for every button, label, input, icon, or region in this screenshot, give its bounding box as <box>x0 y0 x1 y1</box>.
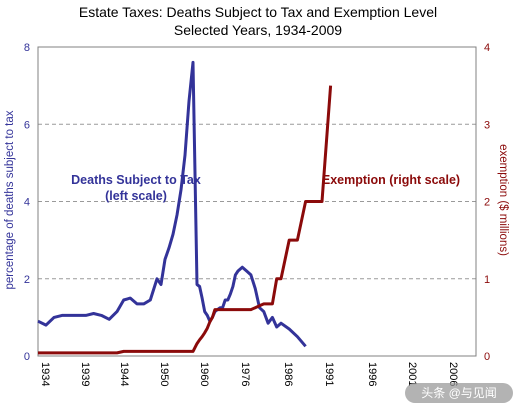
left-axis-ticks: 0 2 4 6 8 <box>24 42 30 363</box>
series-line-deaths <box>37 60 307 348</box>
right-tick-label: 1 <box>484 274 490 286</box>
x-tick-label: 1996 <box>366 362 378 386</box>
x-tick-label: 1991 <box>323 362 335 386</box>
right-tick-label: 0 <box>484 351 490 363</box>
x-tick-label: 1960 <box>198 362 210 386</box>
right-axis-label: exemption ($ millions) <box>497 144 509 256</box>
annotation-deaths-line1: Deaths Subject to Tax <box>71 173 201 187</box>
x-tick-label: 1939 <box>79 362 91 386</box>
x-tick-label: 2006 <box>447 362 459 386</box>
watermark: 头条 @与见闻 <box>405 383 513 403</box>
x-axis-ticks: 1934 1939 1944 1950 1960 1976 1986 1991 1996 2001… <box>39 362 459 386</box>
chart-title: Estate Taxes: Deaths Subject to Tax and … <box>79 4 437 20</box>
left-tick-label: 8 <box>24 42 30 54</box>
left-tick-label: 4 <box>24 197 30 209</box>
x-tick-label: 2001 <box>406 362 418 386</box>
left-axis-label: percentage of deaths subject to tax <box>4 110 16 289</box>
annotation-exemption: Exemption (right scale) <box>322 173 460 187</box>
annotation-deaths-line2: (left scale) <box>105 189 167 203</box>
watermark-text: 头条 @与见闻 <box>421 386 497 400</box>
right-tick-label: 3 <box>484 119 490 131</box>
right-tick-label: 4 <box>484 42 490 54</box>
x-tick-label: 1944 <box>118 362 130 386</box>
x-tick-label: 1986 <box>282 362 294 386</box>
right-axis-ticks: 0 1 2 3 4 <box>484 42 490 363</box>
x-tick-label: 1976 <box>239 362 251 386</box>
left-tick-label: 0 <box>24 351 30 363</box>
plot-area <box>37 46 477 357</box>
x-tick-label: 1950 <box>158 362 170 386</box>
left-tick-label: 6 <box>24 119 30 131</box>
left-tick-label: 2 <box>24 274 30 286</box>
x-tick-label: 1934 <box>39 362 51 386</box>
series-line-exemption <box>38 85 333 355</box>
gridlines <box>38 123 476 280</box>
watermark-badge <box>405 383 513 403</box>
right-tick-label: 2 <box>484 197 490 209</box>
chart-subtitle: Selected Years, 1934-2009 <box>174 22 342 38</box>
